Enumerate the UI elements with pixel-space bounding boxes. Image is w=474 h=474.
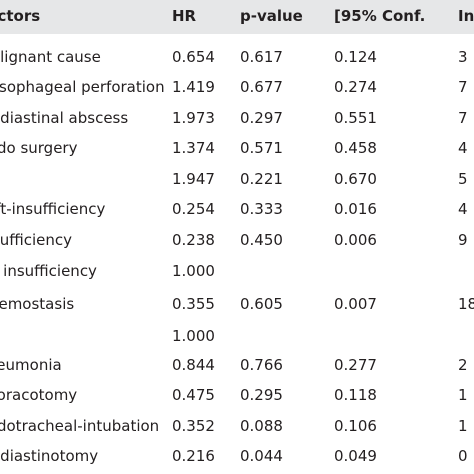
hr-cell: 0.654 — [172, 48, 215, 66]
factor-cell: Thoracotomy — [0, 386, 78, 404]
conf-low-cell: 0.274 — [334, 78, 377, 96]
hr-cell: 0.254 — [172, 200, 215, 218]
hr-cell: 1.973 — [172, 109, 215, 127]
hr-cell: 1.419 — [172, 78, 215, 96]
p-value-cell: 0.605 — [240, 295, 283, 313]
factor-cell: Mediastinotomy — [0, 447, 99, 465]
p-value-cell: 0.617 — [240, 48, 283, 66]
factor-cell: Oesophageal perforation — [0, 78, 165, 96]
hr-cell: 0.844 — [172, 356, 215, 374]
p-value-cell: 0.044 — [240, 447, 283, 465]
p-value-cell: 0.766 — [240, 356, 283, 374]
hr-cell: 1.374 — [172, 139, 215, 157]
conf-high-cell: 0 — [458, 447, 468, 465]
factor-cell: Mediastinal abscess — [0, 109, 129, 127]
conf-high-cell: 2 — [458, 356, 468, 374]
factor-cell: Endotracheal-intubation — [0, 417, 160, 435]
table-row: 1.000 — [0, 321, 474, 351]
p-value-cell: 0.677 — [240, 78, 283, 96]
hr-cell: 0.352 — [172, 417, 215, 435]
conf-low-cell: 0.277 — [334, 356, 377, 374]
header-hr: HR — [172, 7, 197, 25]
conf-low-cell: 0.007 — [334, 295, 377, 313]
factor-cell: Malignant cause — [0, 48, 101, 66]
p-value-cell: 0.333 — [240, 200, 283, 218]
p-value-cell: 0.571 — [240, 139, 283, 157]
conf-low-cell: 0.006 — [334, 231, 377, 249]
p-value-cell: 0.088 — [240, 417, 283, 435]
table-header: Factors HR p-value [95% Conf. Int — [0, 0, 474, 34]
table-row: Pneumonia 0.844 0.766 0.277 2 — [0, 350, 474, 380]
p-value-cell: 0.297 — [240, 109, 283, 127]
hr-cell: 0.238 — [172, 231, 215, 249]
table-row: Left-insufficiency 0.254 0.333 0.016 4 — [0, 194, 474, 224]
factor-cell: Redo surgery — [0, 139, 78, 157]
conf-high-cell: 9 — [458, 231, 468, 249]
hr-cell: 0.355 — [172, 295, 215, 313]
p-value-cell: 0.221 — [240, 170, 283, 188]
conf-low-cell: 0.670 — [334, 170, 377, 188]
table-row: Mediastinotomy 0.216 0.044 0.049 0 — [0, 441, 474, 471]
table-row: Insufficiency 0.238 0.450 0.006 9 — [0, 225, 474, 255]
conf-low-cell: 0.551 — [334, 109, 377, 127]
factor-cell: Left-insufficiency — [0, 200, 106, 218]
header-p-value: p-value — [240, 7, 303, 25]
conf-high-cell: 4 — [458, 200, 468, 218]
hr-cell: 1.000 — [172, 262, 215, 280]
p-value-cell: 0.450 — [240, 231, 283, 249]
hr-cell: 0.216 — [172, 447, 215, 465]
conf-high-cell: 18 — [458, 295, 474, 313]
conf-high-cell: 5 — [458, 170, 468, 188]
header-conf-high: Int — [458, 7, 474, 25]
hr-cell: 1.000 — [172, 327, 215, 345]
conf-high-cell: 7 — [458, 109, 468, 127]
conf-low-cell: 0.458 — [334, 139, 377, 157]
header-factors: Factors — [0, 7, 41, 25]
conf-high-cell: 1 — [458, 386, 468, 404]
factor-cell: Pneumonia — [0, 356, 62, 374]
table-row: Malignant cause 0.654 0.617 0.124 3 — [0, 42, 474, 72]
table-row: Endotracheal-intubation 0.352 0.088 0.106 1 — [0, 411, 474, 441]
p-value-cell: 0.295 — [240, 386, 283, 404]
conf-low-cell: 0.118 — [334, 386, 377, 404]
table-row: Mediastinal abscess 1.973 0.297 0.551 7 — [0, 103, 474, 133]
conf-low-cell: 0.016 — [334, 200, 377, 218]
conf-high-cell: 7 — [458, 78, 468, 96]
conf-low-cell: 0.106 — [334, 417, 377, 435]
table-row: 1.947 0.221 0.670 5 — [0, 164, 474, 194]
header-conf-low: [95% Conf. — [334, 7, 426, 25]
table-row: Oesophageal perforation 1.419 0.677 0.274 7 — [0, 72, 474, 102]
conf-high-cell: 4 — [458, 139, 468, 157]
hr-cell: 0.475 — [172, 386, 215, 404]
table-row: Haemostasis 0.355 0.605 0.007 18 — [0, 281, 474, 327]
factor-cell: Insufficiency — [0, 231, 73, 249]
factor-cell: No insufficiency — [0, 262, 97, 280]
conf-high-cell: 1 — [458, 417, 468, 435]
conf-low-cell: 0.124 — [334, 48, 377, 66]
conf-low-cell: 0.049 — [334, 447, 377, 465]
table-row: Redo surgery 1.374 0.571 0.458 4 — [0, 133, 474, 163]
table-row: No insufficiency 1.000 — [0, 256, 474, 286]
factor-cell: Haemostasis — [0, 295, 75, 313]
hr-cell: 1.947 — [172, 170, 215, 188]
table-row: Thoracotomy 0.475 0.295 0.118 1 — [0, 380, 474, 410]
conf-high-cell: 3 — [458, 48, 468, 66]
